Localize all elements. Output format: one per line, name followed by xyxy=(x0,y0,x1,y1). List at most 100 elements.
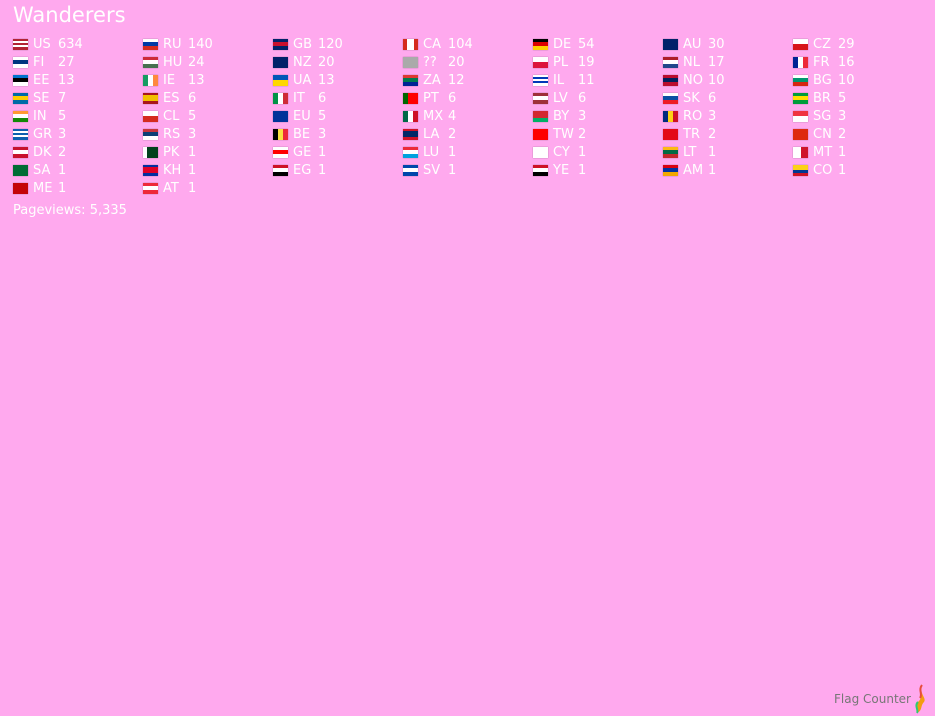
country-code: RO xyxy=(683,108,703,124)
country-entry: EE 13 xyxy=(13,71,143,89)
visitor-count: 13 xyxy=(188,72,205,88)
country-entry: IN 5 xyxy=(13,107,143,125)
country-entry: ?? 20 xyxy=(403,53,533,71)
visitor-count: 1 xyxy=(578,162,587,178)
visitor-count: 3 xyxy=(58,126,67,142)
flag-se-icon xyxy=(13,92,28,104)
country-code: CO xyxy=(813,162,833,178)
visitor-count: 3 xyxy=(708,108,717,124)
country-entry: AU 30 xyxy=(663,35,793,53)
visitor-count: 120 xyxy=(318,36,343,52)
flag-ca-icon xyxy=(403,38,418,50)
visitor-count: 1 xyxy=(708,162,717,178)
country-entry: GB 120 xyxy=(273,35,403,53)
visitor-count: 2 xyxy=(838,126,847,142)
visitor-count: 140 xyxy=(188,36,213,52)
country-entry: SE 7 xyxy=(13,89,143,107)
country-code: PK xyxy=(163,144,180,160)
flag-cl-icon xyxy=(143,110,158,122)
visitor-count: 3 xyxy=(188,126,197,142)
flag-bg-icon xyxy=(793,74,808,86)
country-entry: ME 1 xyxy=(13,179,143,197)
country-code: LA xyxy=(423,126,440,142)
country-code: SK xyxy=(683,90,700,106)
country-code: SG xyxy=(813,108,832,124)
country-code: CZ xyxy=(813,36,831,52)
flag-ie-icon xyxy=(143,74,158,86)
country-entry: KH 1 xyxy=(143,161,273,179)
country-entry: EG 1 xyxy=(273,161,403,179)
flag-es-icon xyxy=(143,92,158,104)
country-entry: AT 1 xyxy=(143,179,273,197)
country-entry: RS 3 xyxy=(143,125,273,143)
visitor-count: 2 xyxy=(448,126,457,142)
visitor-count: 5 xyxy=(838,90,847,106)
country-entry: AM 1 xyxy=(663,161,793,179)
flag-co-icon xyxy=(793,164,808,176)
flag-il-icon xyxy=(533,74,548,86)
country-code: BR xyxy=(813,90,831,106)
visitor-count: 19 xyxy=(578,54,595,70)
flag-ua-icon xyxy=(273,74,288,86)
visitor-count: 16 xyxy=(838,54,855,70)
flag-by-icon xyxy=(533,110,548,122)
flag-am-icon xyxy=(663,164,678,176)
brand-label: Flag Counter xyxy=(834,692,911,706)
visitor-count: 3 xyxy=(578,108,587,124)
visitor-count: 1 xyxy=(188,144,197,160)
country-code: US xyxy=(33,36,51,52)
flag-no-icon xyxy=(663,74,678,86)
visitor-count: 54 xyxy=(578,36,595,52)
country-code: TR xyxy=(683,126,700,142)
country-entry: IE 13 xyxy=(143,71,273,89)
visitor-count: 17 xyxy=(708,54,725,70)
country-entry: DK 2 xyxy=(13,143,143,161)
country-code: ME xyxy=(33,180,53,196)
country-code: IN xyxy=(33,108,47,124)
visitor-count: 1 xyxy=(838,144,847,160)
country-code: AT xyxy=(163,180,179,196)
visitor-count: 1 xyxy=(708,144,717,160)
country-code: HU xyxy=(163,54,183,70)
flag-fr-icon xyxy=(793,56,808,68)
country-entry: SA 1 xyxy=(13,161,143,179)
flag-ge-icon xyxy=(273,146,288,158)
flag-gr-icon xyxy=(13,128,28,140)
country-code: GR xyxy=(33,126,53,142)
flag-ro-icon xyxy=(663,110,678,122)
country-code: FR xyxy=(813,54,830,70)
flag-rs-icon xyxy=(143,128,158,140)
country-entry: SG 3 xyxy=(793,107,923,125)
flag-ye-icon xyxy=(533,164,548,176)
flag-be-icon xyxy=(273,128,288,140)
country-entry: FR 16 xyxy=(793,53,923,71)
country-entry: HU 24 xyxy=(143,53,273,71)
visitor-count: 13 xyxy=(318,72,335,88)
country-entry: UA 13 xyxy=(273,71,403,89)
country-entry: CO 1 xyxy=(793,161,923,179)
country-entry: CN 2 xyxy=(793,125,923,143)
visitor-count: 6 xyxy=(708,90,717,106)
flag-counter-logo-icon xyxy=(915,684,925,714)
visitor-count: 2 xyxy=(58,144,67,160)
visitor-count: 27 xyxy=(58,54,75,70)
flag-me-icon xyxy=(13,182,28,194)
flag-pk-icon xyxy=(143,146,158,158)
country-code: PL xyxy=(553,54,569,70)
country-entry: DE 54 xyxy=(533,35,663,53)
country-code: RS xyxy=(163,126,181,142)
visitor-count: 5 xyxy=(188,108,197,124)
country-code: AU xyxy=(683,36,702,52)
visitor-count: 1 xyxy=(448,144,457,160)
widget-title: Wanderers xyxy=(13,3,126,27)
visitor-count: 3 xyxy=(838,108,847,124)
flag-tr-icon xyxy=(663,128,678,140)
country-entry: GE 1 xyxy=(273,143,403,161)
country-entry: PT 6 xyxy=(403,89,533,107)
country-entry: LT 1 xyxy=(663,143,793,161)
country-code: TW xyxy=(553,126,574,142)
visitor-count: 2 xyxy=(578,126,587,142)
country-entry: FI 27 xyxy=(13,53,143,71)
flag-counter-link[interactable]: Flag Counter xyxy=(834,684,927,714)
flag-mx-icon xyxy=(403,110,418,122)
